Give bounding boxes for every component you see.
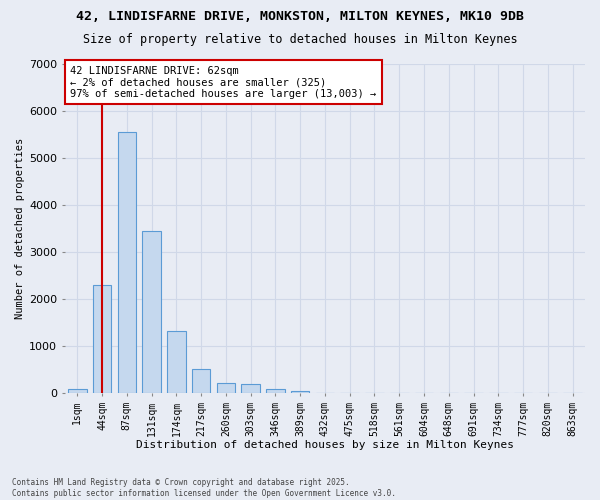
Text: Contains HM Land Registry data © Crown copyright and database right 2025.
Contai: Contains HM Land Registry data © Crown c…	[12, 478, 396, 498]
Y-axis label: Number of detached properties: Number of detached properties	[15, 138, 25, 319]
X-axis label: Distribution of detached houses by size in Milton Keynes: Distribution of detached houses by size …	[136, 440, 514, 450]
Bar	[266, 388, 285, 393]
Bar	[93, 285, 112, 393]
Bar	[192, 368, 211, 393]
Bar	[68, 389, 86, 393]
Text: 42, LINDISFARNE DRIVE, MONKSTON, MILTON KEYNES, MK10 9DB: 42, LINDISFARNE DRIVE, MONKSTON, MILTON …	[76, 10, 524, 23]
Text: 42 LINDISFARNE DRIVE: 62sqm
← 2% of detached houses are smaller (325)
97% of sem: 42 LINDISFARNE DRIVE: 62sqm ← 2% of deta…	[70, 66, 376, 99]
Bar	[142, 231, 161, 393]
Bar	[291, 390, 310, 393]
Bar	[217, 383, 235, 393]
Text: Size of property relative to detached houses in Milton Keynes: Size of property relative to detached ho…	[83, 32, 517, 46]
Bar	[167, 331, 185, 393]
Bar	[118, 132, 136, 393]
Bar	[241, 384, 260, 393]
